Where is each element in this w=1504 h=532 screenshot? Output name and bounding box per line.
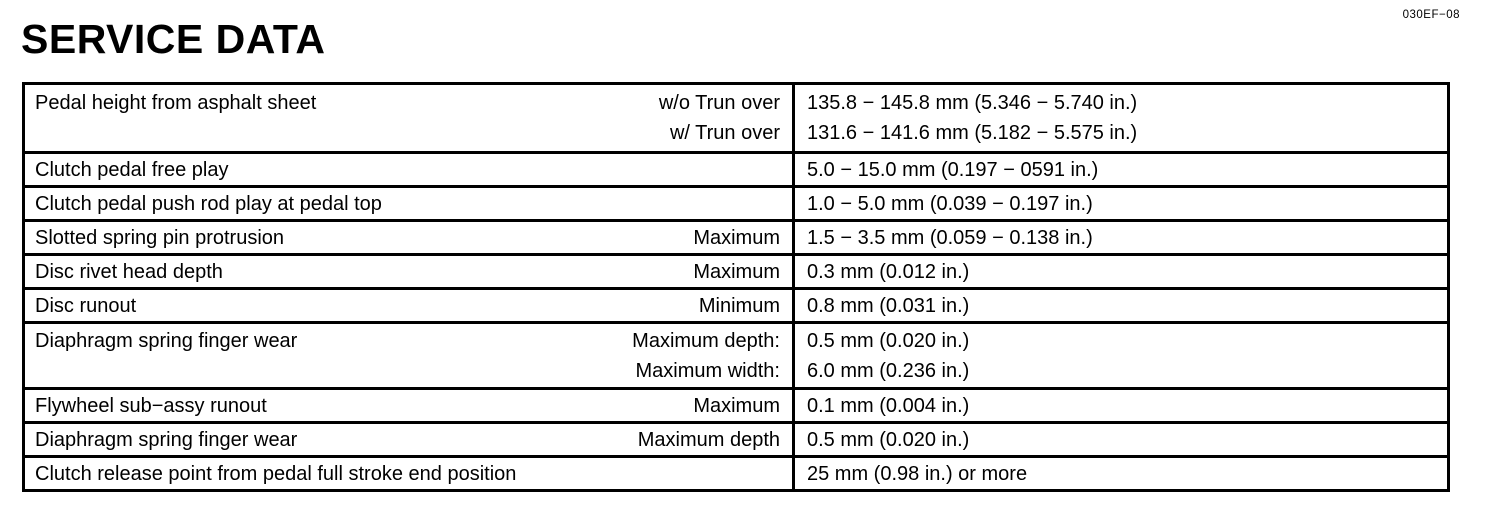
spec-qualifier: Maximum bbox=[693, 226, 780, 249]
spec-value: 0.3 mm (0.012 in.) bbox=[807, 260, 970, 283]
spec-value: 1.5 − 3.5 mm (0.059 − 0.138 in.) bbox=[807, 226, 1093, 249]
spec-label-cell: Clutch pedal free play bbox=[25, 154, 792, 185]
spec-value-cell: 1.0 − 5.0 mm (0.039 − 0.197 in.) bbox=[792, 188, 1447, 219]
spec-line: Disc rivet head depth Maximum bbox=[35, 257, 780, 287]
spec-value: 5.0 − 15.0 mm (0.197 − 0591 in.) bbox=[807, 158, 1099, 181]
spec-qualifier: Minimum bbox=[698, 294, 780, 317]
spec-label: Clutch pedal push rod play at pedal top bbox=[35, 192, 382, 215]
service-data-table: Pedal height from asphalt sheet w/o Trun… bbox=[22, 82, 1450, 492]
spec-value: 0.8 mm (0.031 in.) bbox=[807, 294, 970, 317]
spec-line: 0.5 mm (0.020 in.) bbox=[807, 425, 1437, 455]
spec-line: Maximum width: bbox=[35, 356, 780, 386]
spec-label: Flywheel sub−assy runout bbox=[35, 394, 267, 417]
spec-line: Disc runout Minimum bbox=[35, 291, 780, 321]
spec-value: 1.0 − 5.0 mm (0.039 − 0.197 in.) bbox=[807, 192, 1093, 215]
spec-value: 6.0 mm (0.236 in.) bbox=[807, 359, 970, 382]
spec-label: Disc runout bbox=[35, 294, 137, 317]
spec-line: Diaphragm spring finger wear Maximum dep… bbox=[35, 425, 780, 455]
table-row: Clutch pedal push rod play at pedal top … bbox=[25, 185, 1447, 219]
spec-label: Disc rivet head depth bbox=[35, 260, 223, 283]
spec-label: Slotted spring pin protrusion bbox=[35, 226, 285, 249]
spec-line: 1.5 − 3.5 mm (0.059 − 0.138 in.) bbox=[807, 223, 1437, 253]
spec-value-cell: 0.5 mm (0.020 in.) bbox=[792, 424, 1447, 455]
spec-label-cell: Slotted spring pin protrusion Maximum bbox=[25, 222, 792, 253]
spec-line: 6.0 mm (0.236 in.) bbox=[807, 356, 1437, 386]
spec-qualifier: Maximum depth: bbox=[632, 329, 780, 352]
spec-line: 0.5 mm (0.020 in.) bbox=[807, 326, 1437, 356]
spec-value-cell: 25 mm (0.98 in.) or more bbox=[792, 458, 1447, 489]
table-row: Clutch pedal free play 5.0 − 15.0 mm (0.… bbox=[25, 151, 1447, 185]
spec-value: 135.8 − 145.8 mm (5.346 − 5.740 in.) bbox=[807, 92, 1138, 114]
spec-value-cell: 0.8 mm (0.031 in.) bbox=[792, 290, 1447, 321]
spec-label-cell: Disc runout Minimum bbox=[25, 290, 792, 321]
spec-line: Clutch release point from pedal full str… bbox=[35, 459, 780, 489]
spec-line: Clutch pedal free play bbox=[35, 155, 780, 185]
spec-label-cell: Flywheel sub−assy runout Maximum bbox=[25, 390, 792, 421]
spec-line: Pedal height from asphalt sheet w/o Trun… bbox=[35, 88, 780, 118]
spec-label-cell: Clutch release point from pedal full str… bbox=[25, 458, 792, 489]
spec-line: 0.1 mm (0.004 in.) bbox=[807, 391, 1437, 421]
table-row: Flywheel sub−assy runout Maximum 0.1 mm … bbox=[25, 387, 1447, 421]
table-row: Disc rivet head depth Maximum 0.3 mm (0.… bbox=[25, 253, 1447, 287]
table-row: Diaphragm spring finger wear Maximum dep… bbox=[25, 421, 1447, 455]
spec-value-cell: 135.8 − 145.8 mm (5.346 − 5.740 in.) 131… bbox=[792, 85, 1447, 151]
table-row: Slotted spring pin protrusion Maximum 1.… bbox=[25, 219, 1447, 253]
table-row: Diaphragm spring finger wear Maximum dep… bbox=[25, 321, 1447, 387]
spec-line: Slotted spring pin protrusion Maximum bbox=[35, 223, 780, 253]
spec-value-cell: 0.5 mm (0.020 in.) 6.0 mm (0.236 in.) bbox=[792, 324, 1447, 387]
spec-label: Clutch release point from pedal full str… bbox=[35, 462, 517, 485]
spec-qualifier: w/o Trun over bbox=[658, 92, 780, 114]
doc-code: 030EF−08 bbox=[1402, 9, 1460, 21]
spec-qualifier: w/ Trun over bbox=[669, 122, 780, 144]
spec-line: Flywheel sub−assy runout Maximum bbox=[35, 391, 780, 421]
spec-line: Diaphragm spring finger wear Maximum dep… bbox=[35, 326, 780, 356]
spec-label-cell: Pedal height from asphalt sheet w/o Trun… bbox=[25, 85, 792, 151]
spec-label-cell: Diaphragm spring finger wear Maximum dep… bbox=[25, 424, 792, 455]
spec-value: 0.5 mm (0.020 in.) bbox=[807, 428, 970, 451]
table-row: Disc runout Minimum 0.8 mm (0.031 in.) bbox=[25, 287, 1447, 321]
spec-line: Clutch pedal push rod play at pedal top bbox=[35, 189, 780, 219]
spec-label-cell: Clutch pedal push rod play at pedal top bbox=[25, 188, 792, 219]
page-title: SERVICE DATA bbox=[21, 16, 326, 62]
spec-line: 5.0 − 15.0 mm (0.197 − 0591 in.) bbox=[807, 155, 1437, 185]
spec-line: 0.3 mm (0.012 in.) bbox=[807, 257, 1437, 287]
spec-value-cell: 0.3 mm (0.012 in.) bbox=[792, 256, 1447, 287]
spec-value-cell: 0.1 mm (0.004 in.) bbox=[792, 390, 1447, 421]
spec-qualifier: Maximum bbox=[693, 394, 780, 417]
spec-qualifier: Maximum width: bbox=[635, 359, 780, 382]
spec-line: w/ Trun over bbox=[35, 118, 780, 148]
spec-qualifier: Maximum depth bbox=[637, 428, 780, 451]
table-row: Clutch release point from pedal full str… bbox=[25, 455, 1447, 489]
spec-qualifier: Maximum bbox=[693, 260, 780, 283]
spec-label-cell: Disc rivet head depth Maximum bbox=[25, 256, 792, 287]
spec-line: 131.6 − 141.6 mm (5.182 − 5.575 in.) bbox=[807, 118, 1437, 148]
spec-value-cell: 1.5 − 3.5 mm (0.059 − 0.138 in.) bbox=[792, 222, 1447, 253]
spec-value: 0.1 mm (0.004 in.) bbox=[807, 394, 970, 417]
spec-value: 25 mm (0.98 in.) or more bbox=[807, 462, 1028, 485]
spec-label: Clutch pedal free play bbox=[35, 158, 229, 181]
spec-label: Pedal height from asphalt sheet bbox=[35, 92, 317, 114]
spec-line: 25 mm (0.98 in.) or more bbox=[807, 459, 1437, 489]
spec-line: 1.0 − 5.0 mm (0.039 − 0.197 in.) bbox=[807, 189, 1437, 219]
spec-value-cell: 5.0 − 15.0 mm (0.197 − 0591 in.) bbox=[792, 154, 1447, 185]
spec-label-cell: Diaphragm spring finger wear Maximum dep… bbox=[25, 324, 792, 387]
table-row: Pedal height from asphalt sheet w/o Trun… bbox=[25, 85, 1447, 151]
spec-value: 131.6 − 141.6 mm (5.182 − 5.575 in.) bbox=[807, 122, 1138, 144]
spec-label: Diaphragm spring finger wear bbox=[35, 428, 298, 451]
spec-label: Diaphragm spring finger wear bbox=[35, 329, 298, 352]
spec-line: 0.8 mm (0.031 in.) bbox=[807, 291, 1437, 321]
spec-line: 135.8 − 145.8 mm (5.346 − 5.740 in.) bbox=[807, 88, 1437, 118]
spec-value: 0.5 mm (0.020 in.) bbox=[807, 329, 970, 352]
